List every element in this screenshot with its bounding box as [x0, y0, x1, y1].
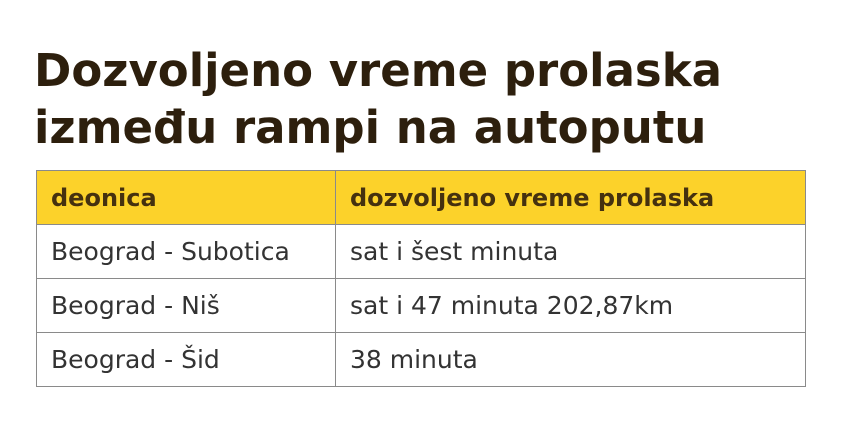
table-header-row: deonica dozvoljeno vreme prolaska — [36, 170, 806, 225]
table-row: Beograd - Subotica sat i šest minuta — [36, 224, 806, 279]
table-cell: Beograd - Šid — [36, 332, 336, 387]
travel-time-table: deonica dozvoljeno vreme prolaska Beogra… — [36, 170, 806, 387]
table-cell: Beograd - Subotica — [36, 224, 336, 279]
column-header: dozvoljeno vreme prolaska — [335, 170, 806, 225]
table-cell: sat i šest minuta — [335, 224, 806, 279]
page-title: Dozvoljeno vreme prolaska između rampi na… — [34, 42, 722, 156]
column-header: deonica — [36, 170, 336, 225]
title-line-1: Dozvoljeno vreme prolaska — [34, 44, 723, 97]
table-cell: 38 minuta — [335, 332, 806, 387]
table-cell: sat i 47 minuta 202,87km — [335, 278, 806, 333]
table-row: Beograd - Šid 38 minuta — [36, 332, 806, 387]
title-line-2: između rampi na autoputu — [34, 101, 707, 154]
table-row: Beograd - Niš sat i 47 minuta 202,87km — [36, 278, 806, 333]
table-cell: Beograd - Niš — [36, 278, 336, 333]
